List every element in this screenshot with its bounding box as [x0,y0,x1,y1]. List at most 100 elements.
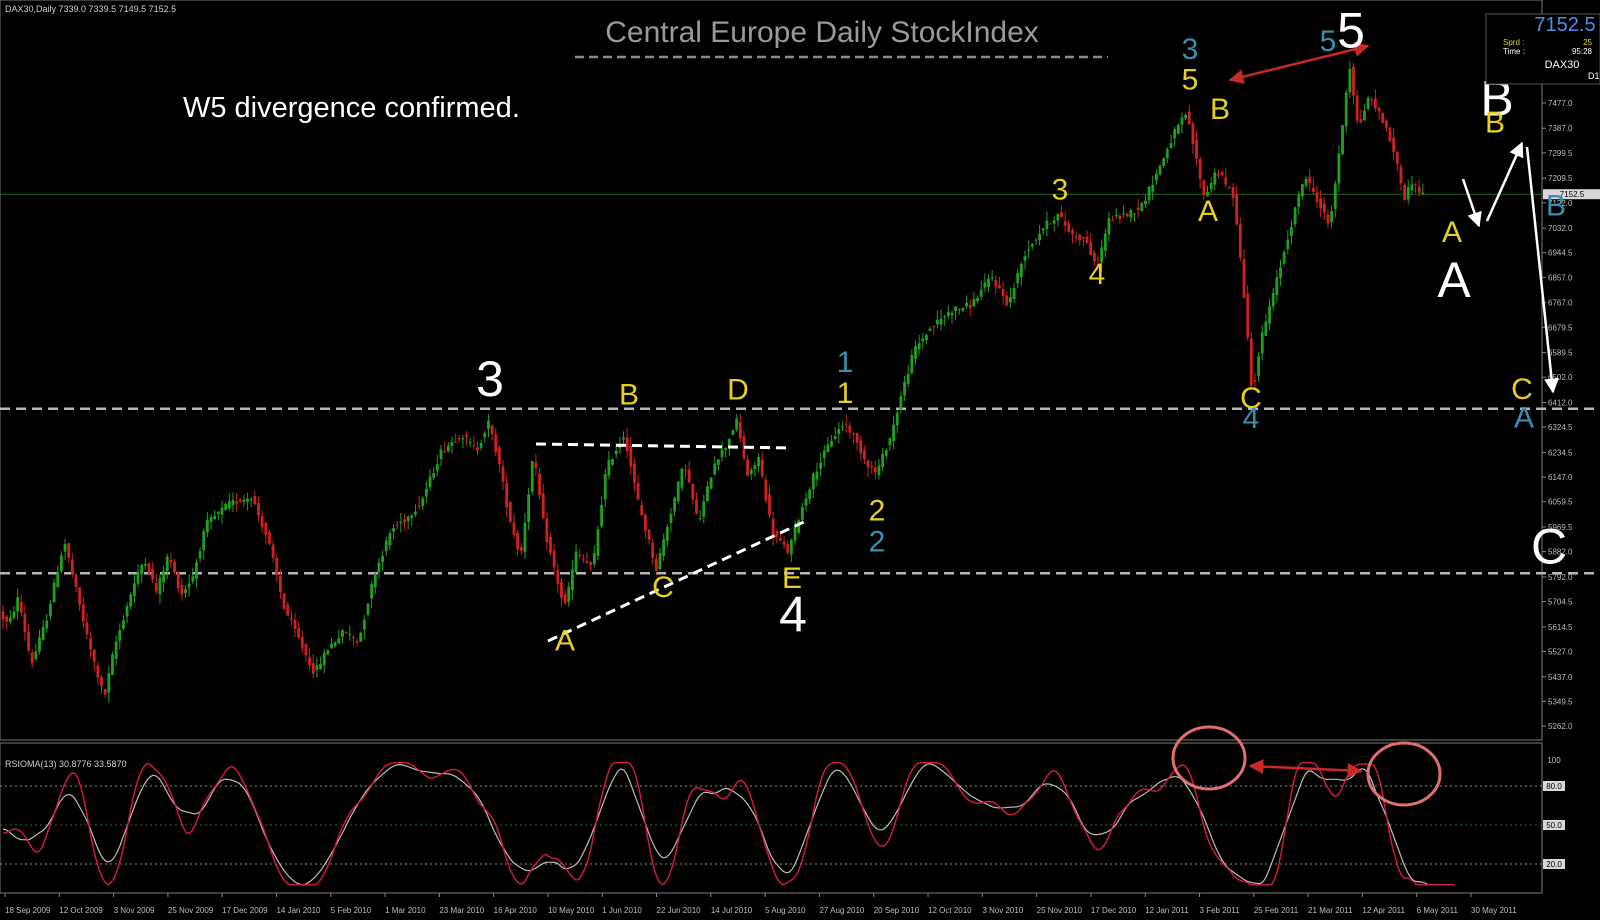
candle-body [779,538,782,541]
candle-body [720,449,724,457]
candle-body [70,559,74,575]
wave-label: 4 [1089,258,1106,291]
candle-body [1264,321,1268,336]
x-tick-label: 12 Apr 2011 [1362,906,1405,915]
wave-label: B [1546,189,1566,222]
candle-body [658,553,662,570]
candle-body [757,456,760,467]
candle-body [939,318,943,325]
rsioma-line [2,761,1455,886]
candle-body [100,677,103,687]
wave-label: B [619,378,639,411]
wave-label: B [1210,93,1230,126]
candle-body [49,603,52,617]
candle-body [1100,247,1104,263]
x-tick-label: 10 May 2010 [548,906,595,915]
candle-body [932,325,936,327]
candle-body [1147,186,1151,201]
candle-body [1071,230,1074,235]
candle-body [1417,186,1421,193]
candle-body [753,465,757,470]
candle-body [1089,241,1093,256]
candle-body [936,319,939,325]
candle-body [1268,306,1271,324]
candle-body [417,505,421,507]
candle-body [34,651,38,659]
candle-body [286,604,290,616]
candle-body [490,425,494,435]
candle-body [1140,203,1144,212]
candle-body [884,450,888,456]
info-box: 7152.5 Sprd : 25 Time : 95:28 DAX30 D1 [1485,13,1600,85]
candle-body [8,617,12,622]
candle-body [1253,380,1257,382]
candle-body [304,644,308,655]
candle-body [724,447,728,451]
candle-body [125,606,129,617]
candle-body [1009,297,1012,303]
candle-body [315,665,319,670]
y-tick-label: 6324.5 [1548,423,1573,432]
candle-body [264,522,268,535]
candle-body [1082,237,1085,239]
candle-body [1279,267,1282,279]
candle-body [143,564,147,566]
candle-body [592,553,596,565]
indicator-label: RSIOMA(13) 30.8776 33.5870 [5,759,127,769]
y-tick-label: 5349.5 [1548,697,1573,706]
candle-body [60,555,63,572]
candle-body [1176,124,1180,134]
y-tick-label: 7032.0 [1548,224,1573,233]
candle-body [574,551,578,573]
candle-body [1337,153,1341,184]
candle-body [450,442,454,446]
candle-body [260,516,264,528]
candle-body [1056,213,1060,221]
spread-value: 25 [1583,38,1592,47]
candle-body [366,603,370,615]
candle-body [1322,203,1326,213]
candle-body [395,524,399,526]
indicator-levels: 100 80.0 50.0 20.0 [0,756,1565,869]
candle-body [830,440,833,447]
candle-body [311,663,315,674]
candle-body [519,547,523,551]
candle-body [1023,256,1027,261]
candle-body [578,555,582,557]
candle-body [1341,125,1344,155]
candle-body [1301,184,1304,197]
candle-body [625,437,629,452]
candle-body [556,570,560,584]
top-divergence-arrow [1228,41,1370,85]
candle-body [512,522,516,536]
candle-body [38,637,41,652]
candle-body [74,574,78,587]
x-tick-label: 3 Nov 2010 [982,906,1023,915]
candle-body [804,498,808,506]
candle-body [950,312,954,316]
candle-body [873,467,877,473]
divergence-circle-left [1171,725,1247,791]
candle-body [202,531,206,551]
candle-body [822,450,826,458]
candle-body [227,501,231,509]
candle-body [1041,228,1045,231]
candle-body [1363,110,1366,121]
candle-body [487,420,490,430]
candle-body [665,526,669,542]
candle-body [771,519,775,536]
candle-body [476,447,479,451]
candle-body [644,514,647,531]
candle-body [129,594,133,607]
candle-body [1392,137,1396,153]
candle-body [344,631,348,633]
candle-body [1184,115,1187,119]
candle-body [560,581,563,598]
candle-body [63,544,67,552]
candle-body [600,504,603,527]
candle-body [118,629,122,641]
candle-body [406,516,410,522]
candle-body [505,482,509,508]
candle-body [738,421,742,439]
projection-arrow-b [1485,141,1524,222]
